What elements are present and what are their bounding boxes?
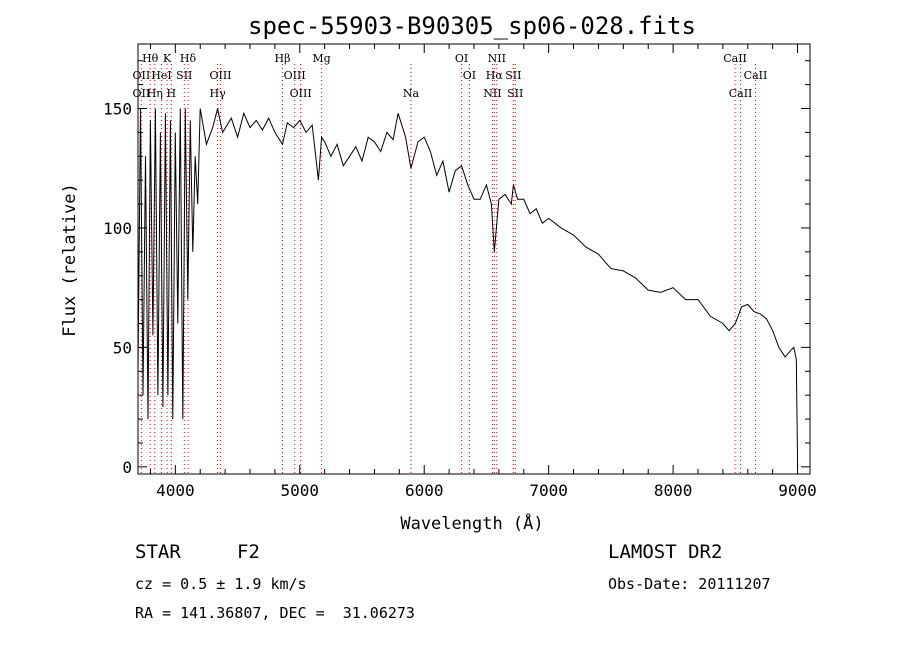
spectral-line-label: HeI — [151, 69, 171, 82]
spectral-line-label: OI — [463, 69, 476, 82]
spectral-line-label: CaII — [723, 52, 747, 65]
spectral-line-label: OIII — [290, 87, 312, 100]
spectral-line-label: NII — [483, 87, 501, 100]
x-tick-label: 5000 — [281, 481, 320, 500]
x-tick-label: 4000 — [156, 481, 195, 500]
spectral-line-label: OII — [133, 69, 151, 82]
x-tick-label: 7000 — [529, 481, 568, 500]
spectral-line-label: Mg — [312, 52, 330, 65]
y-axis-label: Flux (relative) — [60, 183, 80, 337]
y-axis: 0 50 100 150 — [103, 60, 810, 477]
spectral-line-label: SII — [176, 69, 192, 82]
observation-date: Obs-Date: 20111207 — [608, 575, 771, 593]
object-class: STAR — [135, 541, 181, 563]
spectral-line-label: Hθ — [142, 52, 159, 65]
spectral-line-label: CaII — [744, 69, 768, 82]
y-tick-label: 150 — [103, 100, 132, 119]
spectral-line-label: Na — [403, 87, 420, 100]
spectral-line-label: Hβ — [275, 52, 291, 65]
y-tick-label: 0 — [122, 458, 132, 477]
spectral-line-markers — [140, 64, 756, 474]
spectrum-line — [137, 108, 799, 467]
spectral-line-label: Hδ — [180, 52, 197, 65]
x-tick-label: 9000 — [778, 481, 817, 500]
spectral-line-label: SII — [507, 87, 523, 100]
spectral-line-label: OII — [133, 87, 151, 100]
x-axis-label: Wavelength (Å) — [400, 512, 543, 534]
spectral-line-label: CaII — [729, 87, 753, 100]
plot-frame — [137, 43, 811, 475]
survey-name: LAMOST DR2 — [608, 541, 723, 563]
y-tick-label: 100 — [103, 219, 132, 238]
spectral-line-label: OI — [455, 52, 468, 65]
spectral-line-label: NII — [488, 52, 506, 65]
x-tick-label: 6000 — [405, 481, 444, 500]
spectral-line-label: OIII — [284, 69, 306, 82]
spectral-line-label: OIII — [209, 69, 231, 82]
coordinates: RA = 141.36807, DEC = 31.06273 — [135, 604, 415, 622]
spectral-line-label: H — [167, 87, 177, 100]
x-axis: 4000 5000 6000 7000 8000 9000 — [149, 44, 817, 500]
x-tick-label: 8000 — [654, 481, 693, 500]
spectral-line-label: SII — [505, 69, 521, 82]
spectral-line-label: K — [163, 52, 172, 65]
chart-title: spec-55903-B90305_sp06-028.fits — [248, 12, 696, 40]
spectral-line-label: Hα — [486, 69, 504, 82]
spectral-line-label: Hη — [147, 87, 163, 100]
redshift-velocity: cz = 0.5 ± 1.9 km/s — [135, 575, 307, 593]
subclass: F2 — [237, 541, 260, 563]
spectral-line-label: Hγ — [210, 87, 227, 100]
y-tick-label: 50 — [113, 338, 132, 357]
